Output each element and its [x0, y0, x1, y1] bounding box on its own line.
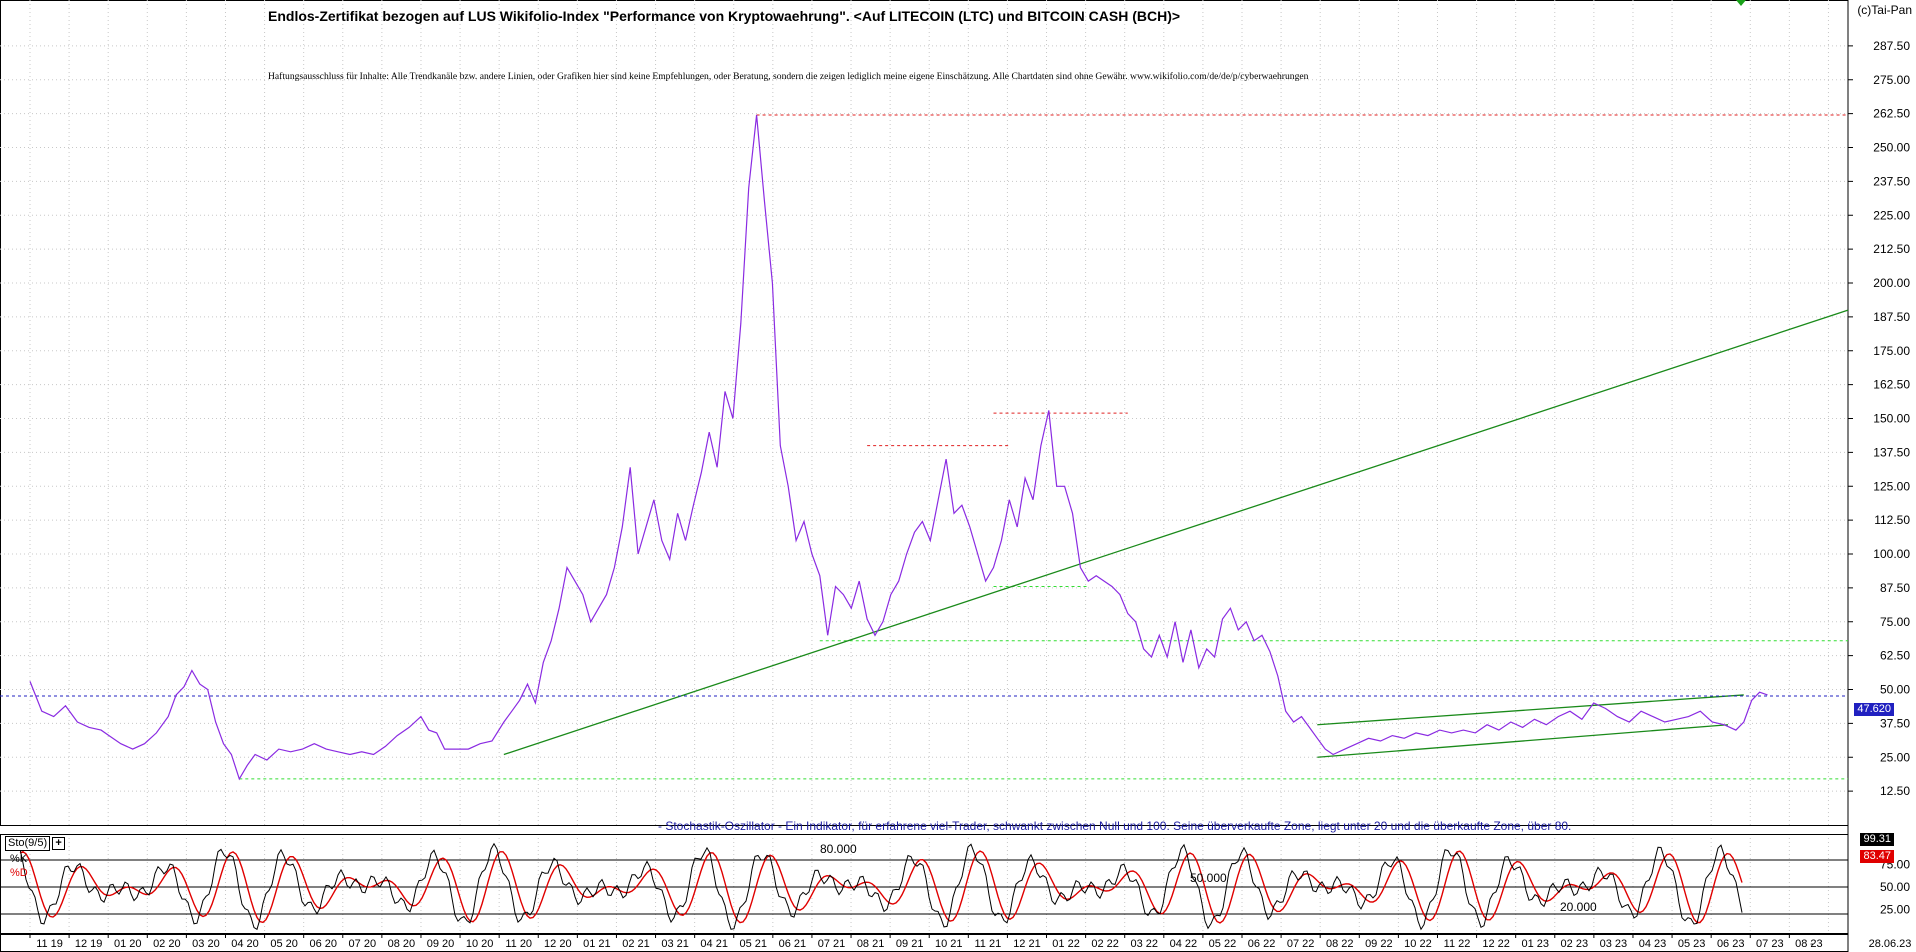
- y-tick-label: 125.00: [1873, 479, 1910, 493]
- x-tick-label: 11 22: [1444, 938, 1471, 950]
- x-tick-label: 03 23: [1600, 938, 1628, 950]
- x-tick-label: 08 22: [1326, 938, 1354, 950]
- x-tick-label: 03 21: [661, 938, 689, 950]
- x-tick-label: 05 23: [1678, 938, 1706, 950]
- x-tick-label: 04 23: [1639, 938, 1667, 950]
- x-tick-label: 10 22: [1404, 938, 1432, 950]
- y-tick-label: 87.50: [1880, 581, 1910, 595]
- k-line: [19, 842, 1743, 931]
- x-tick-label: 11 20: [505, 938, 532, 950]
- x-tick-label: 05 22: [1209, 938, 1237, 950]
- chart-title: Endlos-Zertifikat bezogen auf LUS Wikifo…: [268, 8, 1181, 24]
- x-tick-label: 28.06.23: [1869, 938, 1912, 950]
- x-tick-label: 04 21: [700, 938, 728, 950]
- price-plot-frame: [0, 0, 1849, 826]
- x-tick-label: 03 22: [1130, 938, 1158, 950]
- x-tick-label: 12 22: [1482, 938, 1510, 950]
- x-tick-label: 09 20: [427, 938, 455, 950]
- disclaimer-text: Haftungsausschluss für Inhalte: Alle Tre…: [268, 71, 1309, 82]
- osc-tick-label: 25.00: [1880, 903, 1910, 917]
- x-tick-label: 12 19: [75, 938, 103, 950]
- x-tick-label: 11 19: [36, 938, 63, 950]
- add-indicator-icon[interactable]: +: [52, 837, 66, 850]
- x-tick-label: 07 21: [818, 938, 846, 950]
- y-tick-label: 187.50: [1873, 310, 1910, 324]
- price-chart[interactable]: 287.50 275.00 262.50 250.00 237.50 225.00 212.…: [0, 0, 1916, 834]
- green-marker-icon: [1736, 0, 1746, 6]
- legend-d: %D: [10, 867, 28, 879]
- y-tick-label: 200.00: [1873, 276, 1910, 290]
- oscillator-description: - Stochastik-Oszillator - Ein Indikator,…: [658, 819, 1572, 833]
- price-series-line: [29, 114, 1768, 781]
- x-tick-label: 08 23: [1795, 938, 1823, 950]
- y-tick-label: 50.00: [1880, 683, 1910, 697]
- y-tick-label: 137.50: [1873, 445, 1910, 459]
- x-tick-label: 04 20: [231, 938, 259, 950]
- date-axis: 11 19 12 19 01 20 02 20 03 20 04 20 05 20 06 20…: [0, 934, 1912, 952]
- x-tick-label: 06 23: [1717, 938, 1745, 950]
- x-tick-label: 11 21: [975, 938, 1002, 950]
- x-tick-label: 01 23: [1521, 938, 1549, 950]
- trend-line: [503, 309, 1849, 756]
- x-tick-label: 10 21: [935, 938, 963, 950]
- osc-tick-label: 50.00: [1880, 880, 1910, 894]
- x-tick-label: 06 22: [1248, 938, 1276, 950]
- y-tick-label: 12.50: [1880, 784, 1910, 798]
- d-value-tag: 83.47: [1860, 850, 1894, 863]
- osc-frame: [0, 834, 1849, 934]
- y-tick-label: 37.50: [1880, 716, 1910, 730]
- x-tick-label: 07 22: [1287, 938, 1315, 950]
- y-tick-label: 262.50: [1873, 107, 1910, 121]
- x-tick-label: 02 20: [153, 938, 181, 950]
- y-tick-label: 100.00: [1873, 547, 1910, 561]
- copyright-label: (c)Tai-Pan: [1857, 3, 1912, 17]
- y-tick-label: 175.00: [1873, 344, 1910, 358]
- y-tick-label: 112.50: [1874, 513, 1910, 527]
- y-tick-label: 25.00: [1880, 750, 1910, 764]
- k-value-tag: 99.31: [1860, 833, 1894, 846]
- y-tick-label: 75.00: [1880, 615, 1910, 629]
- y-tick-label: 275.00: [1873, 73, 1910, 87]
- y-tick-label: 225.00: [1873, 208, 1910, 222]
- indicator-selector[interactable]: Sto(9/5) +: [5, 836, 66, 851]
- x-tick-label: 03 20: [192, 938, 220, 950]
- y-tick-label: 62.50: [1880, 649, 1910, 663]
- x-tick-label: 04 22: [1170, 938, 1198, 950]
- y-tick-label: 212.50: [1873, 242, 1910, 256]
- x-tick-label: 05 21: [740, 938, 768, 950]
- x-tick-label: 09 21: [896, 938, 924, 950]
- x-tick-label: 07 20: [349, 938, 377, 950]
- x-tick-label: 09 22: [1365, 938, 1393, 950]
- x-tick-label: 02 23: [1561, 938, 1589, 950]
- x-tick-label: 05 20: [270, 938, 298, 950]
- x-tick-label: 02 22: [1091, 938, 1119, 950]
- x-tick-label: 06 21: [779, 938, 807, 950]
- level-50-label: 50.000: [1190, 871, 1227, 885]
- legend-k: %K: [10, 853, 28, 865]
- x-tick-label: -: [1810, 938, 1814, 950]
- indicator-label[interactable]: Sto(9/5): [5, 836, 51, 851]
- y-tick-label: 250.00: [1873, 141, 1910, 155]
- x-tick-label: 01 22: [1052, 938, 1080, 950]
- x-tick-label: 07 23: [1756, 938, 1784, 950]
- x-tick-label: 01 21: [583, 938, 611, 950]
- y-tick-label: 287.50: [1873, 39, 1910, 53]
- x-tick-label: 06 20: [309, 938, 337, 950]
- y-tick-label: 162.50: [1873, 378, 1910, 392]
- current-price-tag: 47.620: [1854, 703, 1894, 716]
- level-80-label: 80.000: [820, 842, 857, 856]
- x-tick-label: 08 21: [857, 938, 885, 950]
- x-tick-label: 01 20: [114, 938, 142, 950]
- y-tick-label: 150.00: [1873, 412, 1910, 426]
- x-tick-label: 12 20: [544, 938, 572, 950]
- trend-line: [1317, 724, 1729, 758]
- trend-line: [1317, 694, 1744, 726]
- x-tick-label: 12 21: [1013, 938, 1041, 950]
- x-tick-label: 08 20: [388, 938, 416, 950]
- x-tick-label: 02 21: [622, 938, 650, 950]
- y-tick-label: 237.50: [1873, 174, 1910, 188]
- x-tick-label: 10 20: [466, 938, 494, 950]
- level-20-label: 20.000: [1560, 900, 1597, 914]
